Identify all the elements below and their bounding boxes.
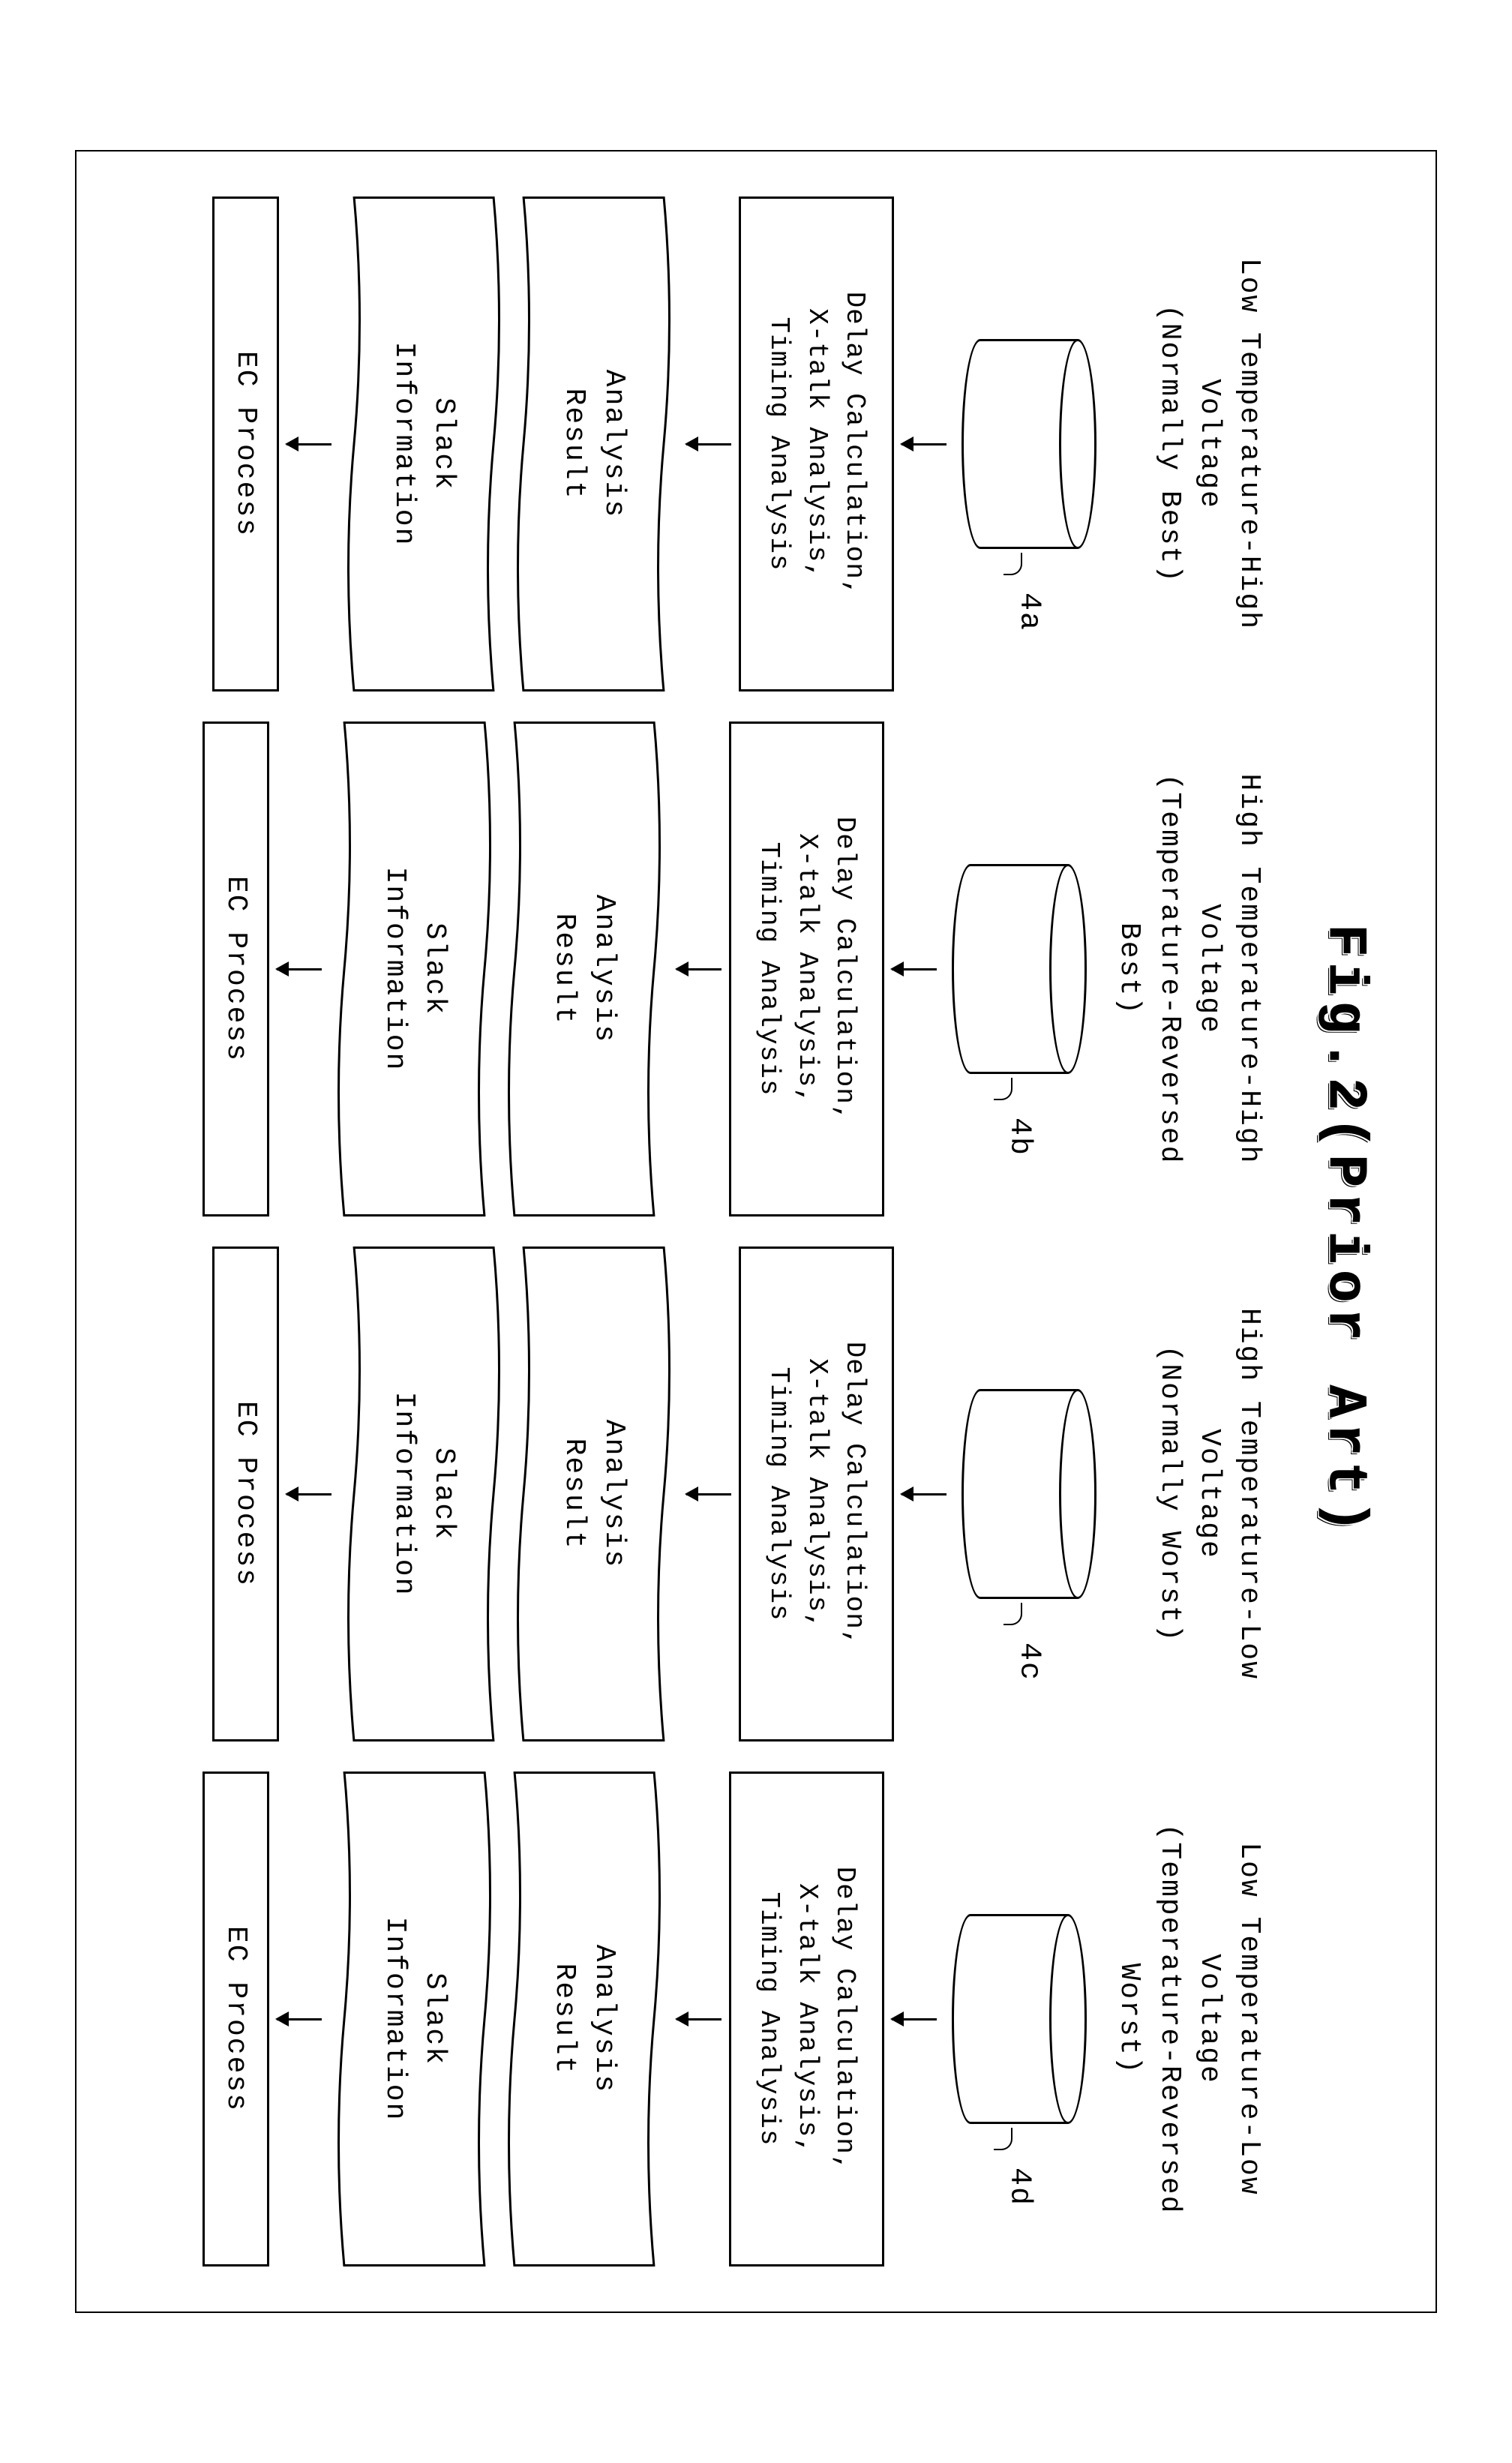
slack-line2: Information [374,739,414,1199]
condition-line3: (Normally Best) [1149,258,1189,630]
database-cylinder: 4b [952,864,1087,1074]
flow-column-3: Low Temperature-Low Voltage (Temperature… [165,1772,1269,2266]
analysis-result-box: Analysis Result [524,196,663,692]
ec-process-box: EC Process [202,722,269,1216]
slack-info-box: Slack Information [354,196,494,692]
condition-label: High Temperature-Low Voltage (Normally W… [1119,1308,1269,1680]
process-box: Delay Calculation, X-talk Analysis, Timi… [729,1772,884,2266]
diagram-columns: Low Temperature-High Voltage (Normally B… [165,196,1269,2266]
condition-line2: Voltage [1190,1308,1229,1680]
result-line1: Analysis [584,739,624,1199]
result-line2: Result [544,739,584,1199]
slack-info-box: Slack Information [344,1772,484,2266]
process-box: Delay Calculation, X-talk Analysis, Timi… [739,1246,894,1742]
arrow-icon [277,968,322,970]
arrow-icon [902,1493,946,1496]
condition-line2: Voltage [1190,722,1229,1216]
process-line3: Timing Analysis [750,1789,788,2249]
result-line2: Result [554,1264,593,1724]
process-line1: Delay Calculation, [826,739,863,1199]
db-label: 4a [1012,592,1046,632]
database-cylinder: 4a [962,339,1096,549]
condition-line3: (Temperature-Reversed Best) [1109,722,1189,1216]
process-line2: X-talk Analysis, [797,214,835,674]
database-cylinder: 4c [962,1389,1096,1599]
result-line1: Analysis [594,1264,634,1724]
process-line3: Timing Analysis [750,739,788,1199]
condition-line1: High Temperature-Low [1229,1308,1269,1680]
process-line2: X-talk Analysis, [788,739,825,1199]
analysis-result-box: Analysis Result [514,722,654,1216]
arrow-icon [902,443,946,446]
page-border: Fig.2(Prior Art) Low Temperature-High Vo… [75,150,1437,2313]
database-cylinder: 4d [952,1914,1087,2124]
condition-line3: (Normally Worst) [1149,1308,1189,1680]
result-line1: Analysis [594,214,634,674]
condition-label: Low Temperature-High Voltage (Normally B… [1119,258,1269,630]
flow-column-1: High Temperature-High Voltage (Temperatu… [165,722,1269,1216]
arrow-icon [892,968,937,970]
result-line1: Analysis [584,1789,624,2249]
figure-title: Fig.2(Prior Art) [1314,196,1376,2266]
analysis-result-box: Analysis Result [514,1772,654,2266]
flow-column-0: Low Temperature-High Voltage (Normally B… [165,196,1269,692]
arrow-icon [686,1493,731,1496]
slack-line1: Slack [424,1264,464,1724]
process-line1: Delay Calculation, [826,1789,863,2249]
ec-process-box: EC Process [212,196,279,692]
process-line1: Delay Calculation, [836,1264,873,1724]
arrow-icon [676,968,722,970]
slack-line2: Information [384,1264,424,1724]
condition-line2: Voltage [1190,1772,1229,2266]
slack-line1: Slack [424,214,464,674]
slack-info-box: Slack Information [344,722,484,1216]
db-label: 4b [1003,1118,1036,1156]
rotated-canvas: Fig.2(Prior Art) Low Temperature-High Vo… [0,0,1512,2463]
condition-line3: (Temperature-Reversed Worst) [1109,1772,1189,2266]
slack-line1: Slack [415,1789,454,2249]
process-line2: X-talk Analysis, [797,1264,835,1724]
process-line1: Delay Calculation, [836,214,873,674]
process-line3: Timing Analysis [760,1264,797,1724]
db-label: 4c [1012,1642,1046,1682]
process-line2: X-talk Analysis, [788,1789,825,2249]
condition-line1: High Temperature-High [1229,722,1269,1216]
condition-line2: Voltage [1190,258,1229,630]
flow-column-2: High Temperature-Low Voltage (Normally W… [165,1246,1269,1742]
slack-info-box: Slack Information [354,1246,494,1742]
process-box: Delay Calculation, X-talk Analysis, Timi… [739,196,894,692]
condition-line1: Low Temperature-High [1229,258,1269,630]
slack-line2: Information [384,214,424,674]
condition-label: High Temperature-High Voltage (Temperatu… [1109,722,1269,1216]
arrow-icon [676,2018,722,2020]
process-box: Delay Calculation, X-talk Analysis, Timi… [729,722,884,1216]
arrow-icon [686,443,731,446]
process-line3: Timing Analysis [760,214,797,674]
arrow-icon [286,443,332,446]
slack-line1: Slack [415,739,454,1199]
arrow-icon [277,2018,322,2020]
result-line2: Result [544,1789,584,2249]
ec-process-box: EC Process [202,1772,269,2266]
condition-line1: Low Temperature-Low [1229,1772,1269,2266]
slack-line2: Information [374,1789,414,2249]
db-label: 4d [1003,2168,1036,2206]
result-line2: Result [554,214,593,674]
analysis-result-box: Analysis Result [524,1246,663,1742]
arrow-icon [892,2018,937,2020]
condition-label: Low Temperature-Low Voltage (Temperature… [1109,1772,1269,2266]
ec-process-box: EC Process [212,1246,279,1742]
arrow-icon [286,1493,332,1496]
